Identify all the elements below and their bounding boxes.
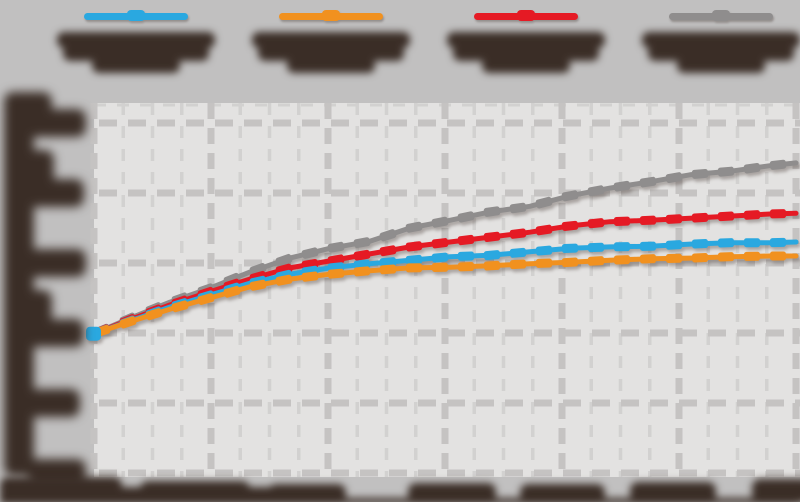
legend-item-1: [38, 6, 233, 90]
legend-marker-swatch: [711, 10, 730, 21]
legend-item-3: [428, 6, 623, 90]
series-start-marker: [86, 326, 101, 341]
bottom-clipped-text-blob: [0, 498, 800, 502]
y-axis-bump-blob: [10, 150, 54, 186]
legend-sample-line-blue: [83, 6, 188, 26]
series-group: [86, 159, 799, 341]
y-tick-blob: [28, 389, 80, 417]
x-tick-blob: [408, 483, 496, 502]
legend-marker-swatch: [321, 10, 340, 21]
series-line-orange: [91, 251, 799, 338]
y-axis-label-blobs: [0, 90, 92, 502]
gridlines: [90, 103, 800, 477]
legend-sample-line-red: [473, 6, 578, 26]
x-tick-blob: [140, 481, 250, 502]
legend-marker-swatch: [516, 10, 535, 21]
legend-marker-swatch: [126, 10, 145, 21]
x-tick-blob: [520, 484, 605, 502]
legend-label-blob: [641, 32, 800, 73]
legend-item-4: [623, 6, 800, 90]
legend: [38, 6, 800, 90]
y-tick-blob: [28, 249, 86, 277]
x-tick-blob: [752, 479, 800, 502]
legend-item-2: [233, 6, 428, 90]
x-tick-blob: [630, 482, 716, 502]
x-tick-blob: [268, 484, 346, 502]
legend-sample-line-gray: [668, 6, 773, 26]
legend-label-blob: [56, 32, 215, 73]
legend-sample-line-orange: [278, 6, 383, 26]
y-axis-bump-blob: [10, 290, 52, 324]
legend-label-blob: [251, 32, 410, 73]
legend-label-blob: [446, 32, 605, 73]
y-tick-blob: [28, 109, 86, 137]
